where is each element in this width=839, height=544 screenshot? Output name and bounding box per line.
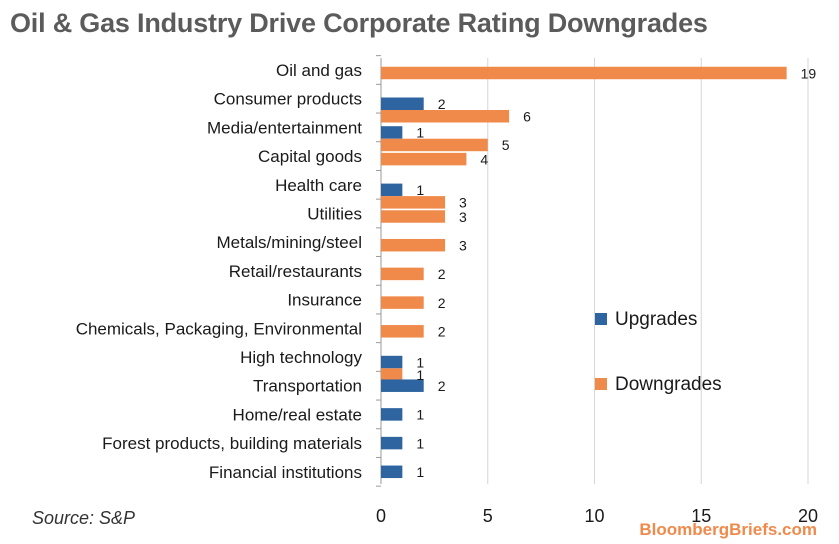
- category-label: Capital goods: [258, 147, 362, 166]
- downgrade-value-label: 1: [416, 367, 424, 383]
- category-label: High technology: [240, 348, 362, 367]
- upgrade-bar: [381, 436, 403, 450]
- upgrade-bar: [381, 183, 403, 197]
- legend-label-downgrades: Downgrades: [615, 374, 722, 395]
- category-label: Media/entertainment: [207, 118, 362, 137]
- x-tick-label: 5: [483, 506, 493, 526]
- category-label: Utilities: [307, 205, 362, 224]
- category-label: Financial institutions: [209, 463, 362, 482]
- downgrade-value-label: 2: [438, 295, 446, 311]
- downgrade-value-label: 4: [480, 151, 488, 167]
- downgrade-bar: [381, 138, 488, 152]
- category-label: Oil and gas: [276, 61, 362, 80]
- category-label: Transportation: [253, 377, 362, 396]
- downgrade-bar: [381, 368, 403, 381]
- upgrade-bar: [381, 465, 403, 479]
- source-note: Source: S&P: [32, 508, 136, 528]
- chart-title: Oil & Gas Industry Drive Corporate Ratin…: [10, 8, 708, 38]
- category-label: Consumer products: [214, 90, 362, 109]
- x-tick-label: 0: [376, 506, 386, 526]
- upgrade-value-label: 1: [416, 407, 424, 423]
- upgrade-bar: [381, 379, 424, 392]
- upgrade-value-label: 2: [438, 378, 446, 394]
- gridlines: [376, 55, 809, 487]
- upgrade-bar: [381, 355, 403, 369]
- legend: Upgrades Downgrades: [595, 309, 722, 395]
- legend-swatch-downgrades: [595, 378, 607, 390]
- category-label: Insurance: [287, 291, 362, 310]
- downgrade-value-label: 3: [459, 237, 467, 253]
- upgrade-value-label: 1: [416, 182, 424, 198]
- upgrade-bar: [381, 408, 403, 421]
- downgrade-bar: [381, 66, 787, 80]
- x-tick-label: 10: [584, 506, 604, 526]
- downgrade-value-label: 2: [438, 324, 446, 340]
- downgrade-bar: [381, 152, 467, 166]
- x-tick-label: 15: [691, 506, 711, 526]
- legend-label-upgrades: Upgrades: [615, 309, 697, 330]
- category-label: Metals/mining/steel: [216, 233, 362, 252]
- upgrade-value-label: 1: [416, 464, 424, 480]
- upgrade-bar: [381, 126, 403, 139]
- category-label: Home/real estate: [233, 405, 362, 424]
- downgrade-value-label: 19: [801, 65, 817, 81]
- downgrade-value-label: 3: [459, 195, 467, 211]
- downgrade-bar: [381, 110, 510, 123]
- downgrade-bar: [381, 267, 424, 281]
- upgrade-value-label: 1: [416, 354, 424, 370]
- category-label: Forest products, building materials: [102, 434, 362, 453]
- upgrade-bar: [381, 97, 424, 110]
- downgrade-value-label: 6: [523, 109, 531, 125]
- downgrade-value-label: 2: [438, 266, 446, 282]
- downgrade-bar: [381, 238, 446, 252]
- downgrade-bar: [381, 296, 424, 309]
- category-label: Health care: [275, 176, 362, 195]
- upgrade-value-label: 1: [416, 435, 424, 451]
- legend-swatch-upgrades: [595, 313, 607, 325]
- downgrade-value-label: 5: [502, 137, 510, 153]
- upgrade-value-label: 1: [416, 125, 424, 141]
- brand-watermark: BloombergBriefs.com: [639, 520, 817, 539]
- category-label: Chemicals, Packaging, Environmental: [76, 319, 362, 338]
- x-tick-label: 20: [798, 506, 818, 526]
- downgrade-value-label: 3: [459, 209, 467, 225]
- downgrade-bar: [381, 210, 446, 223]
- upgrade-value-label: 2: [438, 96, 446, 112]
- downgrade-bar: [381, 325, 424, 338]
- downgrade-bar: [381, 196, 446, 209]
- bars: [381, 66, 787, 479]
- category-label: Retail/restaurants: [229, 262, 362, 281]
